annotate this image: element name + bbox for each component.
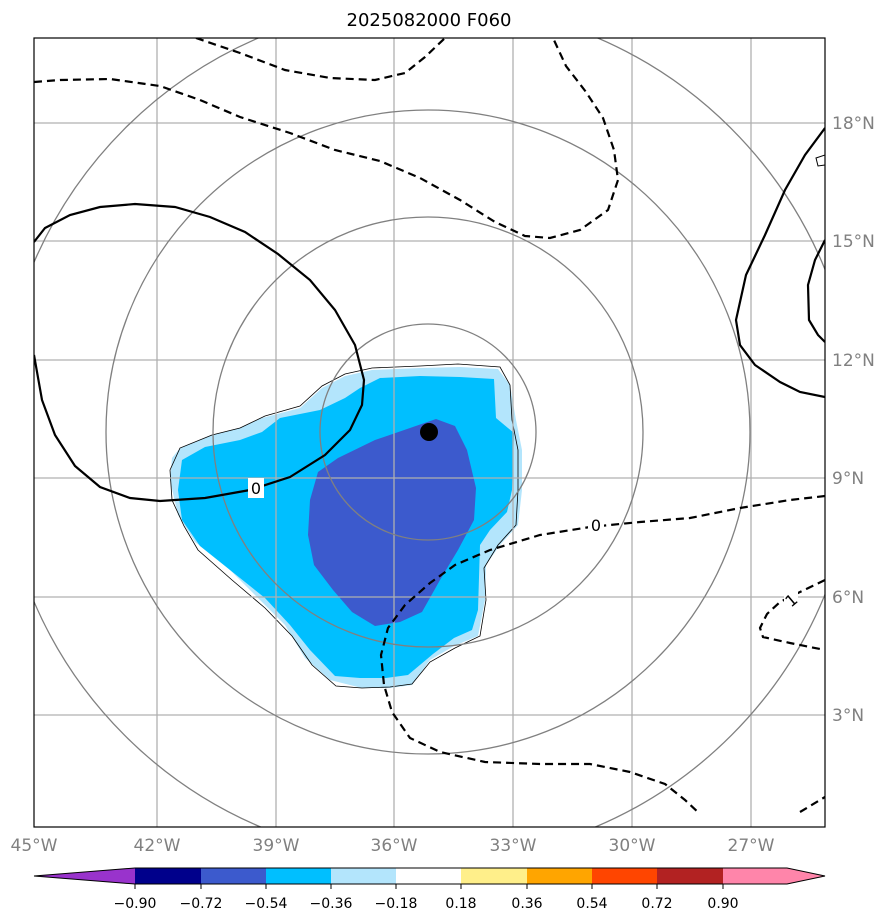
colorbar-label-2: −0.72	[180, 896, 223, 912]
contour-lines	[34, 38, 825, 815]
contour-label-bg-2	[588, 515, 604, 535]
colorbar-seg-9	[657, 868, 723, 884]
lat-label-6n: 6°N	[832, 588, 864, 608]
colorbar-seg-4	[331, 868, 396, 884]
range-ring-2	[212, 216, 644, 648]
colorbar-extend-left	[34, 868, 135, 884]
lon-label-36w: 36°W	[371, 836, 418, 856]
contour-label-2: 0	[591, 516, 601, 535]
colorbar-label-8: 0.54	[576, 896, 607, 912]
contour-label-bg-1	[248, 478, 264, 498]
map-panel: 0 0 1	[34, 38, 825, 827]
contour-dashed-lower	[379, 494, 825, 815]
range-ring-1	[319, 323, 537, 541]
lon-label-33w: 33°W	[490, 836, 537, 856]
figure-title: 2025082000 F060	[347, 10, 512, 31]
range-ring-3	[105, 109, 751, 755]
colorbar-seg-8	[592, 868, 657, 884]
colorbar-ticks	[134, 884, 724, 889]
colorbar-seg-3	[266, 868, 331, 884]
colorbar-label-7: 0.36	[511, 896, 542, 912]
colorbar-label-10: 0.90	[707, 896, 738, 912]
gridlines	[34, 38, 825, 827]
colorbar: −0.90 −0.72 −0.54 −0.36 −0.18 0.18 0.36 …	[33, 867, 826, 912]
colorbar-extend-right	[787, 868, 825, 884]
shade-dark-blue	[308, 419, 476, 626]
lat-axis-labels: 18°N 15°N 12°N 9°N 6°N 3°N	[832, 114, 875, 726]
colorbar-seg-6	[461, 868, 527, 884]
colorbar-label-5: −0.18	[375, 896, 418, 912]
lat-label-3n: 3°N	[832, 706, 864, 726]
lon-label-27w: 27°W	[728, 836, 775, 856]
shade-outline	[169, 363, 519, 689]
colorbar-seg-1	[135, 868, 201, 884]
lat-label-12n: 12°N	[832, 351, 875, 371]
lat-label-15n: 15°N	[832, 232, 875, 252]
contour-dashed-corner	[799, 796, 825, 813]
lat-label-18n: 18°N	[832, 114, 875, 134]
colorbar-label-1: −0.90	[114, 896, 157, 912]
lon-label-45w: 45°W	[11, 836, 58, 856]
contour-solid-right-inner	[806, 239, 825, 343]
lon-axis-labels: 45°W 42°W 39°W 36°W 33°W 30°W 27°W	[11, 836, 775, 856]
contour-labels: 0 0 1	[248, 478, 801, 611]
small-island	[815, 154, 825, 167]
storm-center-marker	[420, 423, 438, 441]
colorbar-label-9: 0.72	[641, 896, 672, 912]
contour-solid-right	[734, 127, 825, 399]
lon-label-42w: 42°W	[134, 836, 181, 856]
colorbar-seg-2	[201, 868, 266, 884]
contour-dashed-top2	[195, 38, 446, 82]
lon-label-39w: 39°W	[253, 836, 300, 856]
range-rings	[34, 38, 825, 827]
colorbar-label-6: 0.18	[445, 896, 476, 912]
colorbar-label-4: −0.36	[310, 896, 353, 912]
lon-label-30w: 30°W	[609, 836, 656, 856]
colorbar-seg-7	[527, 868, 592, 884]
anomaly-shading	[169, 363, 522, 689]
contour-solid-left	[34, 202, 366, 503]
lat-label-9n: 9°N	[832, 469, 864, 489]
colorbar-seg-5	[396, 868, 461, 884]
colorbar-seg-10	[723, 868, 787, 884]
contour-dashed-top	[34, 38, 620, 240]
map-frame	[33, 37, 826, 828]
contour-label-1: 0	[251, 479, 261, 498]
contour-label-bg-3	[784, 590, 798, 610]
colorbar-label-3: −0.54	[245, 896, 288, 912]
